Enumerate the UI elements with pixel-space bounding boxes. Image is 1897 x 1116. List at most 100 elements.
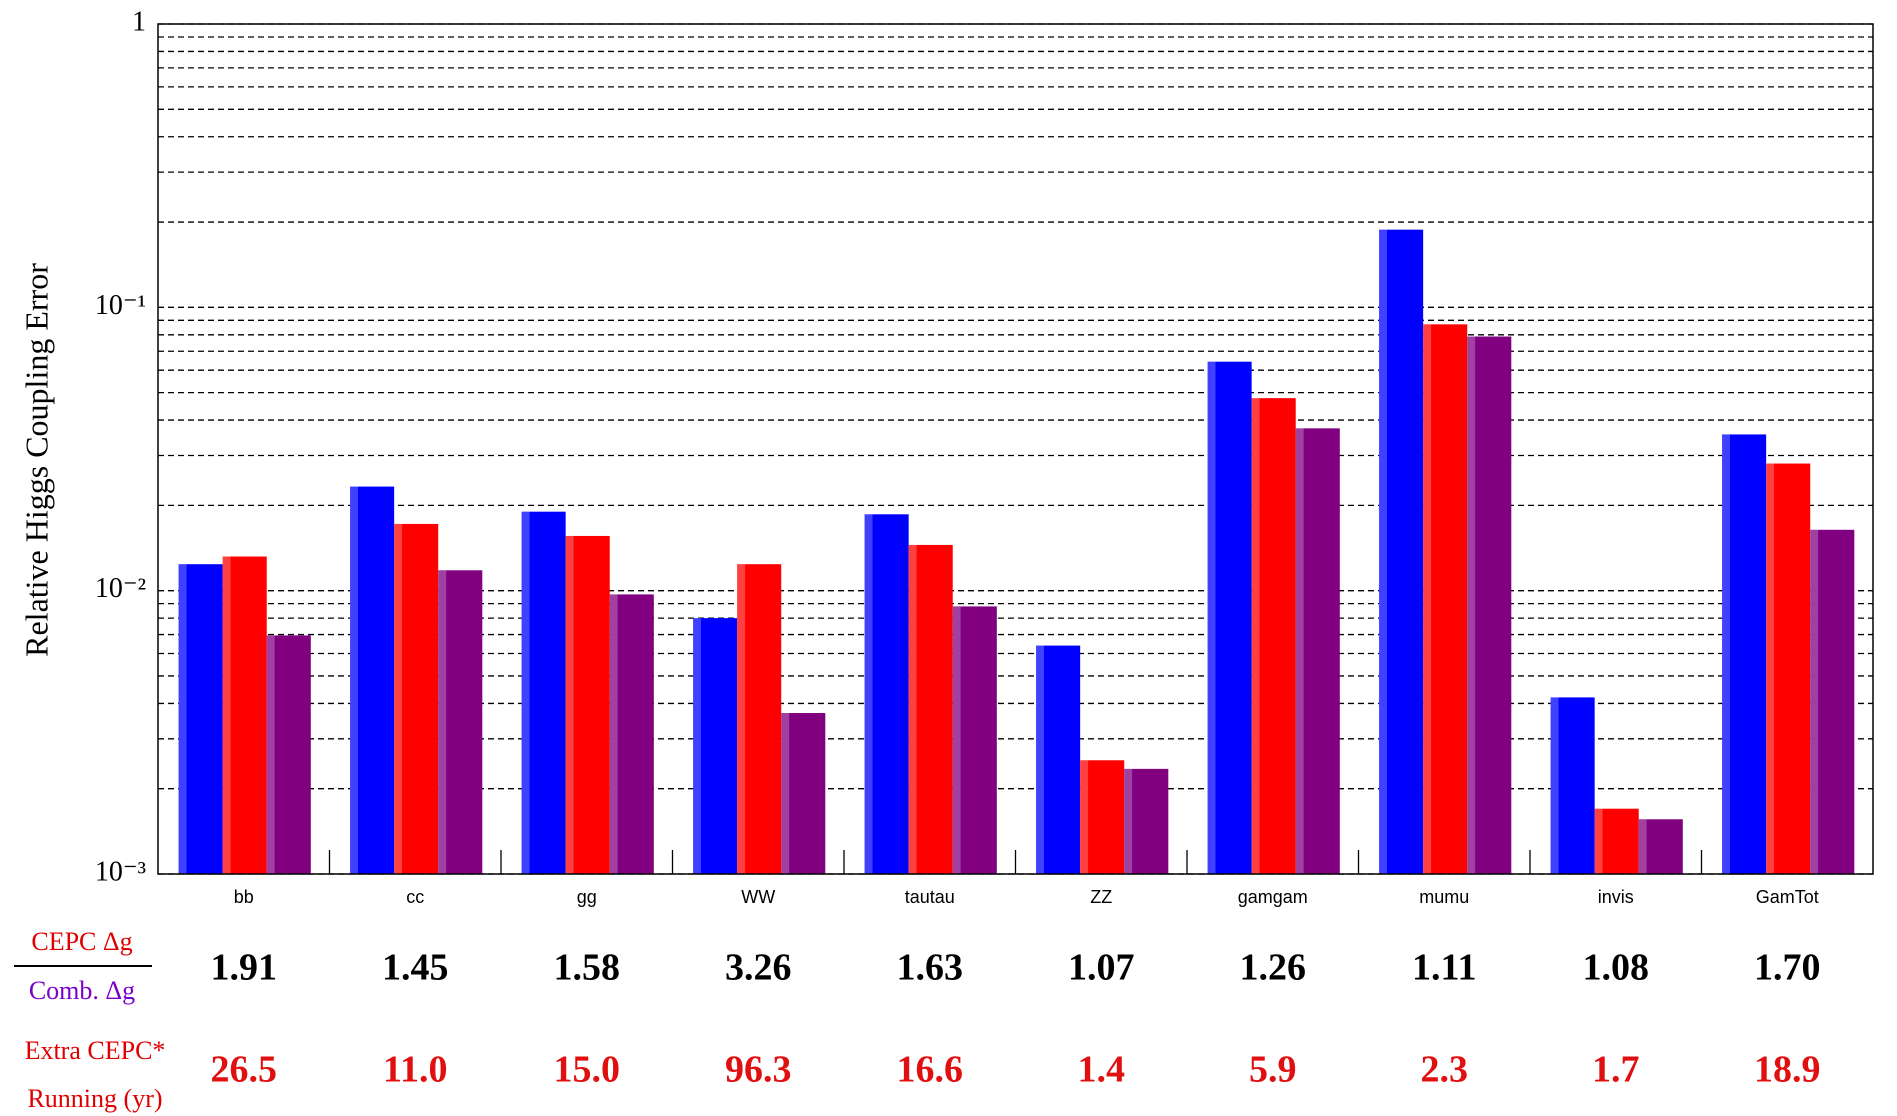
bar-highlight (908, 544, 917, 874)
bar-highlight (609, 594, 618, 874)
bar (737, 564, 782, 874)
bar (1638, 819, 1683, 874)
bar-highlight (1810, 529, 1819, 874)
ratio-label-top: CEPC Δg (31, 927, 132, 956)
bar-highlight (781, 713, 790, 874)
x-tick-label: bb (234, 887, 254, 907)
bar (178, 564, 223, 874)
bar-highlight (266, 635, 275, 874)
bar (1550, 697, 1595, 874)
running-value: 26.5 (211, 1049, 278, 1091)
bar-highlight (1722, 434, 1731, 874)
x-tick-label: ZZ (1090, 887, 1112, 907)
bar (781, 713, 826, 874)
bar-highlight (394, 523, 403, 874)
bar-highlight (1080, 760, 1089, 874)
bar-highlight (737, 564, 746, 874)
x-tick-label: gamgam (1238, 887, 1308, 907)
running-value: 15.0 (554, 1049, 621, 1091)
bar-highlight (178, 564, 187, 874)
bar (1036, 645, 1081, 874)
bar-highlight (350, 486, 359, 874)
bar-highlight (222, 556, 231, 874)
running-value: 5.9 (1249, 1049, 1297, 1091)
running-value: 1.4 (1078, 1049, 1126, 1091)
bar-highlight (1124, 768, 1133, 874)
bar (266, 635, 311, 874)
bar-highlight (1036, 645, 1045, 874)
bar-highlight (864, 514, 873, 874)
x-tick-label: GamTot (1756, 887, 1819, 907)
bar-highlight (693, 618, 702, 874)
bar (952, 606, 997, 874)
bar (521, 511, 566, 874)
bar-highlight (1550, 697, 1559, 874)
y-tick-label: 10⁻² (95, 573, 146, 604)
running-label-bottom: Running (yr) (27, 1084, 162, 1113)
ratio-label-bottom: Comb. Δg (29, 976, 135, 1005)
running-value: 2.3 (1421, 1049, 1469, 1091)
bar (1467, 336, 1512, 874)
running-value: 16.6 (897, 1049, 964, 1091)
running-value: 1.7 (1592, 1049, 1640, 1091)
bar-highlight (1379, 229, 1388, 874)
ratio-value: 1.07 (1068, 947, 1135, 989)
bar-highlight (1295, 428, 1304, 874)
bar-highlight (565, 535, 574, 874)
bar-highlight (1251, 398, 1260, 874)
x-tick-label: cc (406, 887, 424, 907)
ratio-value: 3.26 (725, 947, 792, 989)
bar (350, 486, 395, 874)
bar (1124, 768, 1169, 874)
bar (1295, 428, 1340, 874)
bar (1251, 398, 1296, 874)
bar (908, 544, 953, 874)
bar-highlight (1766, 463, 1775, 874)
bar (438, 570, 483, 874)
bar-highlight (1594, 808, 1603, 874)
y-tick-label: 10⁻³ (95, 856, 146, 887)
bar (1722, 434, 1767, 874)
bar (609, 594, 654, 874)
y-tick-label: 1 (132, 6, 146, 37)
x-tick-label: WW (741, 887, 775, 907)
bar (1423, 324, 1468, 874)
x-tick-label: mumu (1419, 887, 1469, 907)
bar (222, 556, 267, 874)
x-tick-label: gg (577, 887, 597, 907)
bar (394, 523, 439, 874)
ratio-value: 1.11 (1412, 947, 1476, 989)
ratio-value: 1.58 (554, 947, 621, 989)
ratio-value: 1.26 (1240, 947, 1307, 989)
bar-highlight (521, 511, 530, 874)
bar-highlight (952, 606, 961, 874)
bar-highlight (1423, 324, 1432, 874)
ratio-value: 1.63 (897, 947, 964, 989)
bar-highlight (1207, 361, 1216, 874)
ratio-value: 1.08 (1583, 947, 1650, 989)
y-axis-title: Relative Higgs Coupling Error (18, 263, 54, 657)
running-value: 96.3 (725, 1049, 792, 1091)
bar (1207, 361, 1252, 874)
ratio-value: 1.45 (382, 947, 449, 989)
y-tick-label: 10⁻¹ (95, 290, 146, 321)
bar-highlight (1638, 819, 1647, 874)
running-value: 18.9 (1754, 1049, 1821, 1091)
bar (1810, 529, 1855, 874)
bar (1080, 760, 1125, 874)
ratio-value: 1.91 (211, 947, 278, 989)
running-label-top: Extra CEPC* (25, 1036, 166, 1065)
x-tick-label: tautau (905, 887, 955, 907)
x-tick-label: invis (1598, 887, 1634, 907)
bar (1594, 808, 1639, 874)
bar-highlight (438, 570, 447, 874)
ratio-value: 1.70 (1754, 947, 1821, 989)
bar (864, 514, 909, 874)
bar (1766, 463, 1811, 874)
bar (693, 618, 738, 874)
bar (1379, 229, 1424, 874)
bar (565, 535, 610, 874)
running-value: 11.0 (383, 1049, 447, 1091)
bar-highlight (1467, 336, 1476, 874)
